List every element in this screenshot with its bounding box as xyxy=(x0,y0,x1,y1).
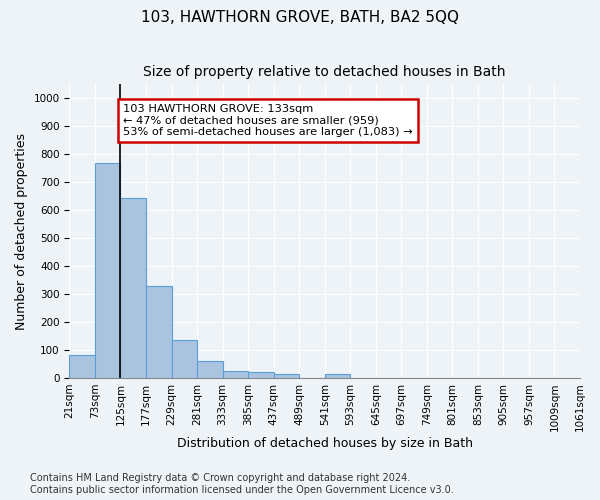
Bar xyxy=(248,372,274,378)
Bar xyxy=(274,374,299,378)
X-axis label: Distribution of detached houses by size in Bath: Distribution of detached houses by size … xyxy=(177,437,473,450)
Bar xyxy=(121,198,146,378)
Bar xyxy=(325,374,350,378)
Text: 103 HAWTHORN GROVE: 133sqm
← 47% of detached houses are smaller (959)
53% of sem: 103 HAWTHORN GROVE: 133sqm ← 47% of deta… xyxy=(123,104,413,137)
Bar xyxy=(95,162,121,378)
Bar xyxy=(172,340,197,378)
Title: Size of property relative to detached houses in Bath: Size of property relative to detached ho… xyxy=(143,65,506,79)
Text: Contains HM Land Registry data © Crown copyright and database right 2024.
Contai: Contains HM Land Registry data © Crown c… xyxy=(30,474,454,495)
Bar xyxy=(146,286,172,378)
Text: 103, HAWTHORN GROVE, BATH, BA2 5QQ: 103, HAWTHORN GROVE, BATH, BA2 5QQ xyxy=(141,10,459,25)
Bar xyxy=(70,354,95,378)
Bar xyxy=(197,361,223,378)
Bar xyxy=(223,371,248,378)
Y-axis label: Number of detached properties: Number of detached properties xyxy=(15,132,28,330)
